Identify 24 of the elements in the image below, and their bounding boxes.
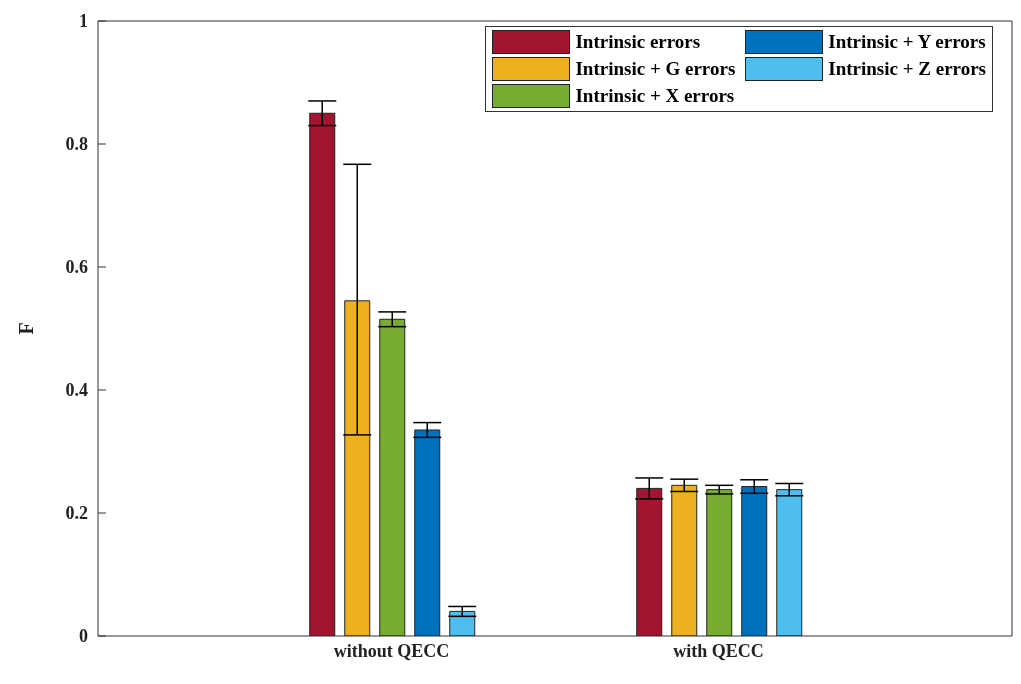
bar [449, 610, 476, 636]
bar [636, 487, 663, 636]
x-tick-label: with QECC [673, 640, 764, 661]
y-tick-label: 0.2 [65, 503, 88, 524]
legend-label: Intrinsic + G errors [575, 58, 736, 80]
legend-label: Intrinsic + Y errors [828, 31, 986, 53]
bar [309, 112, 336, 636]
y-tick-label: 0.8 [65, 134, 88, 155]
y-tick-label: 0.4 [65, 380, 88, 401]
bar [671, 484, 698, 636]
bar [776, 489, 803, 636]
legend-label: Intrinsic + Z errors [828, 58, 986, 80]
y-axis-title: F [15, 322, 38, 335]
bar [706, 489, 733, 636]
legend-label: Intrinsic errors [575, 31, 701, 53]
bar [414, 429, 441, 636]
bar [344, 300, 371, 636]
y-tick-label: 1 [79, 11, 88, 32]
y-tick-label: 0.6 [65, 257, 88, 278]
bar [741, 486, 768, 636]
x-tick-label: without QECC [333, 640, 450, 661]
legend-label: Intrinsic + X errors [575, 85, 735, 107]
y-tick-label: 0 [79, 626, 88, 647]
bar [379, 318, 406, 636]
